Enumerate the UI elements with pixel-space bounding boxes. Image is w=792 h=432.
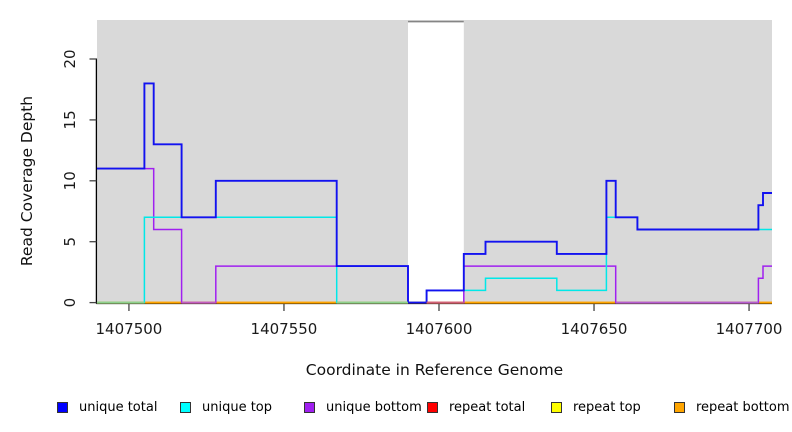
legend-item-unique-total: unique total xyxy=(57,399,157,415)
y-tick-label: 10 xyxy=(61,171,79,190)
y-tick-label: 15 xyxy=(61,110,79,129)
x-tick-label: 1407650 xyxy=(561,320,628,338)
legend-label: unique top xyxy=(202,399,273,415)
y-tick-label: 20 xyxy=(61,49,79,68)
legend-label: repeat top xyxy=(573,399,641,415)
legend-swatch-icon xyxy=(304,401,315,413)
coverage-chart: 1407500 1407550 1407600 1407650 1407700 0 5 10 1… xyxy=(18,20,783,379)
legend: unique total unique top unique bottom repea… xyxy=(0,399,792,419)
x-axis-title: Coordinate in Reference Genome xyxy=(306,361,563,379)
legend-item-repeat-total: repeat total xyxy=(427,399,525,415)
x-tick-label: 1407700 xyxy=(716,320,783,338)
legend-label: repeat bottom xyxy=(696,399,790,415)
x-tick-label: 1407500 xyxy=(96,320,163,338)
series-unique-total xyxy=(97,82,772,304)
y-axis-title: Read Coverage Depth xyxy=(18,96,36,266)
y-tick-label: 5 xyxy=(61,237,79,247)
legend-label: repeat total xyxy=(449,399,526,415)
x-tick-label: 1407550 xyxy=(251,320,318,338)
y-tick-label: 0 xyxy=(61,298,79,308)
x-tick-label: 1407600 xyxy=(406,320,473,338)
legend-swatch-icon xyxy=(180,401,191,413)
legend-swatch-icon xyxy=(551,401,562,413)
legend-swatch-icon xyxy=(57,401,68,413)
legend-item-repeat-top: repeat top xyxy=(551,399,641,415)
legend-label: unique bottom xyxy=(326,399,422,415)
legend-item-repeat-bottom: repeat bottom xyxy=(674,399,790,415)
legend-item-unique-bottom: unique bottom xyxy=(304,399,422,415)
highlight-band xyxy=(407,20,464,303)
legend-swatch-icon xyxy=(674,401,685,413)
legend-item-unique-top: unique top xyxy=(180,399,272,415)
legend-label: unique total xyxy=(79,399,158,415)
legend-swatch-icon xyxy=(427,401,438,413)
